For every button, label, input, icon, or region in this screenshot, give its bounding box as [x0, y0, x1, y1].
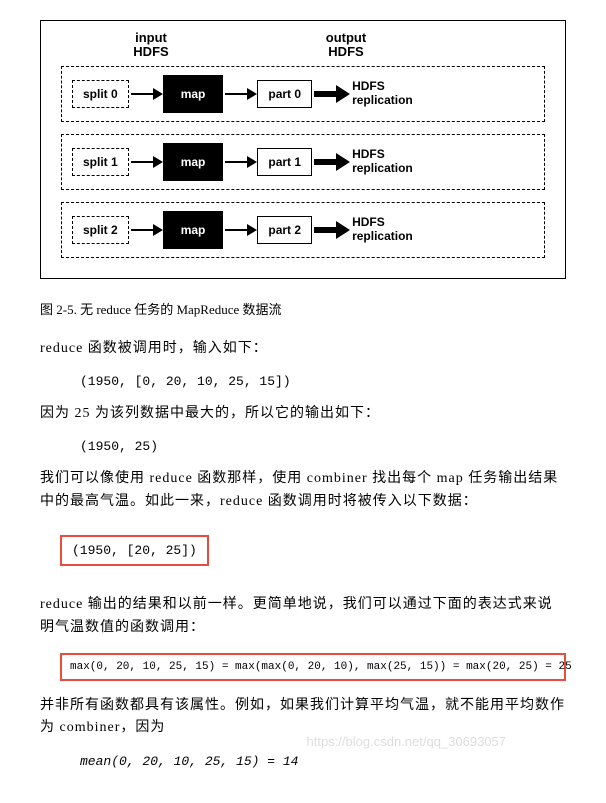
arrow-thick-icon [314, 159, 344, 165]
split-box: split 0 [72, 80, 129, 108]
part-box: part 1 [257, 148, 312, 176]
code-block: (1950, 25) [80, 439, 566, 454]
paragraph: 我们可以像使用 reduce 函数那样，使用 combiner 找出每个 map… [40, 468, 566, 513]
arrow-icon [225, 93, 255, 95]
arrow-thick-icon [314, 227, 344, 233]
arrow-icon [131, 229, 161, 231]
pipeline-row: split 0 map part 0 HDFSreplication [61, 66, 545, 122]
part-box: part 0 [257, 80, 312, 108]
paragraph: 因为 25 为该列数据中最大的，所以它的输出如下： [40, 403, 566, 425]
replication-label: HDFSreplication [352, 216, 413, 242]
paragraph: reduce 函数被调用时，输入如下： [40, 338, 566, 360]
code-block: (1950, [0, 20, 10, 25, 15]) [80, 374, 566, 389]
pipeline-row: split 1 map part 1 HDFSreplication [61, 134, 545, 190]
output-hdfs-label: outputHDFS [316, 31, 376, 60]
arrow-icon [225, 229, 255, 231]
arrow-icon [131, 161, 161, 163]
mapreduce-figure: inputHDFS outputHDFS split 0 map part 0 … [40, 20, 566, 279]
split-box: split 1 [72, 148, 129, 176]
split-box: split 2 [72, 216, 129, 244]
figure-header: inputHDFS outputHDFS [91, 31, 545, 60]
arrow-icon [225, 161, 255, 163]
figure-caption: 图 2-5. 无 reduce 任务的 MapReduce 数据流 [40, 299, 566, 318]
pipeline-row: split 2 map part 2 HDFSreplication [61, 202, 545, 258]
map-box: map [163, 75, 224, 113]
paragraph: reduce 输出的结果和以前一样。更简单地说，我们可以通过下面的表达式来说明气… [40, 594, 566, 639]
code-block: mean(0, 20, 10, 25, 15) = 14 [80, 754, 566, 769]
watermark: https://blog.csdn.net/qq_30693057 [307, 734, 507, 749]
input-hdfs-label: inputHDFS [121, 31, 181, 60]
replication-label: HDFSreplication [352, 148, 413, 174]
map-box: map [163, 211, 224, 249]
arrow-icon [131, 93, 161, 95]
map-box: map [163, 143, 224, 181]
highlighted-code: max(0, 20, 10, 25, 15) = max(max(0, 20, … [60, 653, 566, 681]
arrow-thick-icon [314, 91, 344, 97]
highlighted-code: (1950, [20, 25]) [60, 535, 209, 566]
part-box: part 2 [257, 216, 312, 244]
replication-label: HDFSreplication [352, 80, 413, 106]
